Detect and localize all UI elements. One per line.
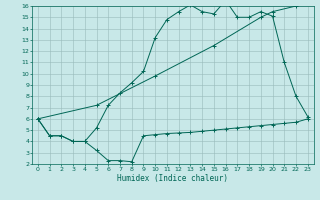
X-axis label: Humidex (Indice chaleur): Humidex (Indice chaleur) (117, 174, 228, 183)
